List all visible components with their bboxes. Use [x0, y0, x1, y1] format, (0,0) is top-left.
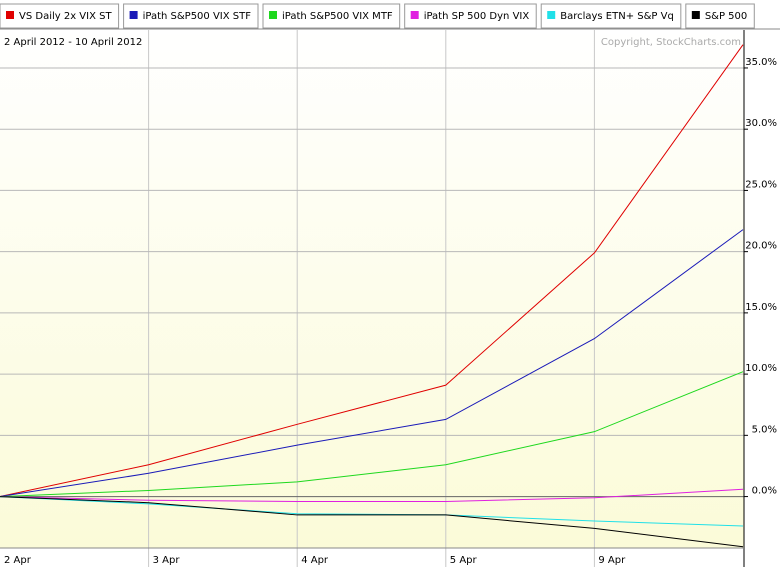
legend-label: S&P 500 — [705, 11, 747, 22]
legend-label: iPath S&P500 VIX MTF — [282, 11, 393, 22]
series-line — [0, 44, 744, 498]
x-tick-label: 4 Apr — [301, 555, 329, 566]
y-tick-label: 35.0% — [745, 57, 777, 68]
legend-swatch — [691, 11, 700, 19]
legend-swatch — [410, 11, 419, 19]
legend-box — [123, 3, 259, 29]
legend-item: VS Daily 2x VIX ST — [0, 3, 120, 29]
legend-box — [404, 3, 537, 29]
legend-box — [262, 3, 401, 29]
series-line — [0, 496, 744, 527]
legend-item: iPath S&P500 VIX STF — [123, 3, 259, 29]
legend-label: iPath SP 500 Dyn VIX — [424, 11, 530, 22]
x-tick-label: 5 Apr — [450, 555, 478, 566]
legend-swatch — [129, 11, 138, 19]
y-tick-label: 30.0% — [745, 118, 777, 129]
series-line — [0, 229, 744, 498]
legend-item: iPath SP 500 Dyn VIX — [404, 3, 537, 29]
y-tick-label: 5.0% — [752, 424, 777, 435]
legend-item: S&P 500 — [685, 3, 755, 29]
legend-box — [540, 3, 682, 29]
y-tick-label: 0.0% — [752, 486, 777, 497]
legend-label: iPath S&P500 VIX STF — [143, 11, 252, 22]
legend-item: Barclays ETN+ S&P Vq — [540, 3, 682, 29]
legend-swatch — [269, 11, 277, 19]
y-tick-label: 15.0% — [745, 302, 777, 313]
subtitle: 2 April 2012 - 10 April 2012 — [4, 37, 142, 48]
x-tick-label: 3 Apr — [153, 555, 181, 566]
x-tick-label: 9 Apr — [598, 555, 626, 566]
y-tick-label: 25.0% — [745, 179, 777, 190]
plot-area — [0, 30, 744, 548]
copyright: Copyright, StockCharts.com — [601, 37, 741, 48]
series-line — [0, 371, 744, 498]
legend-swatch — [6, 11, 14, 19]
legend-box — [0, 3, 120, 29]
legend-item: iPath S&P500 VIX MTF — [262, 3, 401, 29]
legend-swatch — [547, 11, 556, 19]
y-tick-label: 10.0% — [745, 363, 777, 374]
legend-label: VS Daily 2x VIX ST — [19, 11, 112, 22]
x-tick-label: 2 Apr — [4, 555, 32, 566]
legend-label: Barclays ETN+ S&P Vq — [560, 11, 674, 22]
y-tick-label: 20.0% — [745, 241, 777, 252]
series-line — [0, 496, 744, 548]
series-line — [0, 488, 744, 502]
